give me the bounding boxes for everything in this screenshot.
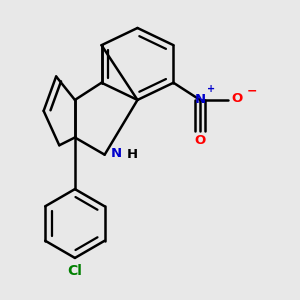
Text: O: O [194,134,206,147]
Text: O: O [231,92,243,105]
Text: Cl: Cl [68,264,82,278]
Text: N: N [111,147,122,160]
Text: −: − [247,84,257,97]
Text: N: N [194,93,206,106]
Text: +: + [207,84,215,94]
Text: H: H [127,148,138,161]
